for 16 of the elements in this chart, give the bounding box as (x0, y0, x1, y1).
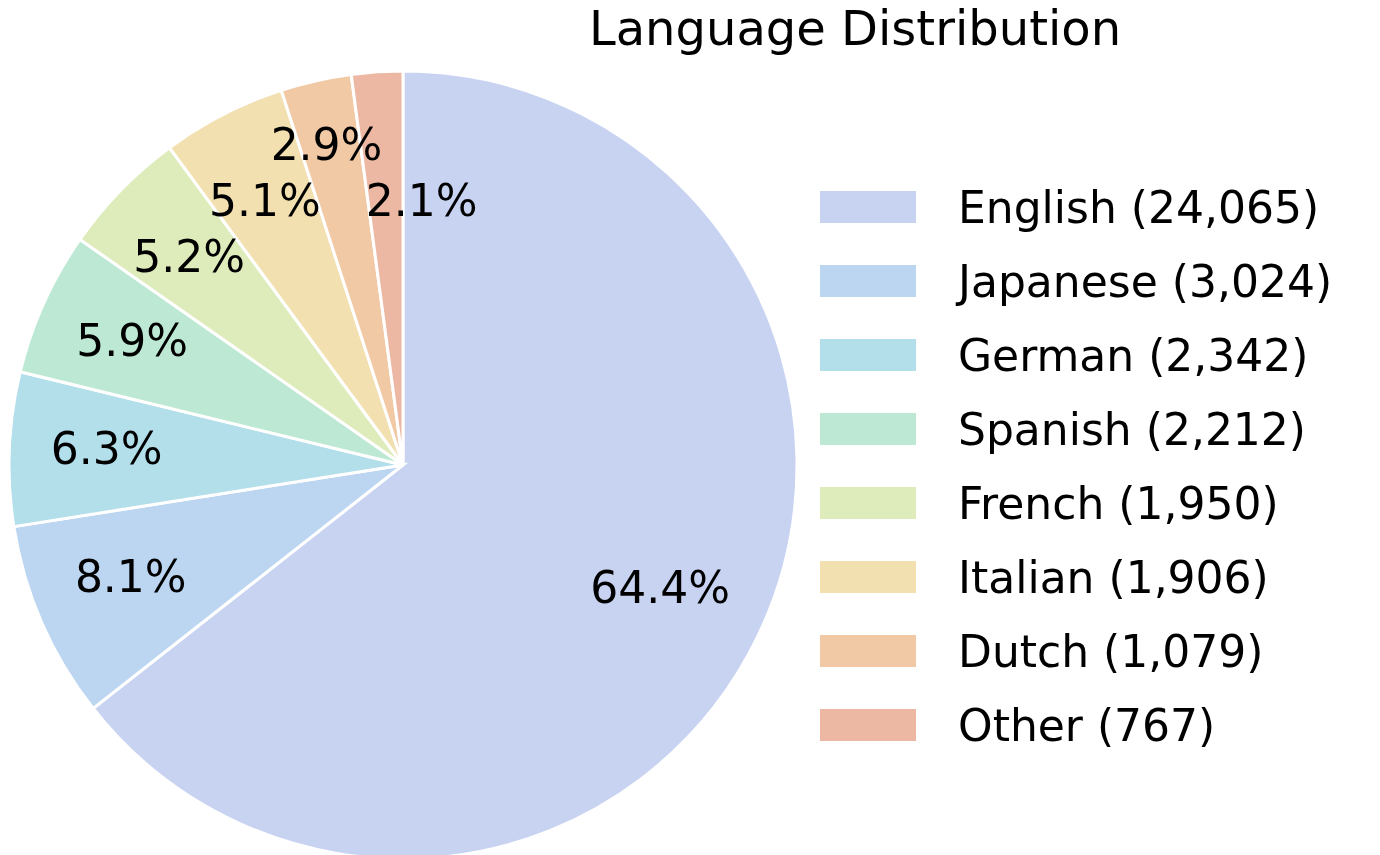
data-label: 64.4% (590, 561, 731, 613)
data-label: 2.9% (270, 119, 383, 171)
legend-label: Other (767) (958, 699, 1216, 751)
data-label: 8.1% (74, 551, 187, 603)
data-label: 5.1% (208, 175, 321, 227)
legend-label: French (1,950) (958, 477, 1279, 529)
legend-label: Dutch (1,079) (958, 625, 1264, 677)
data-label: 2.1% (365, 175, 478, 227)
data-label: 5.2% (133, 230, 246, 282)
legend-label: Spanish (2,212) (958, 403, 1307, 455)
data-label: 6.3% (50, 422, 163, 474)
legend-label: Italian (1,906) (958, 551, 1269, 603)
legend-label: German (2,342) (958, 329, 1309, 381)
chart-title: Language Distribution (587, 0, 1123, 56)
legend-label: English (24,065) (958, 181, 1320, 233)
data-label: 5.9% (76, 314, 189, 366)
